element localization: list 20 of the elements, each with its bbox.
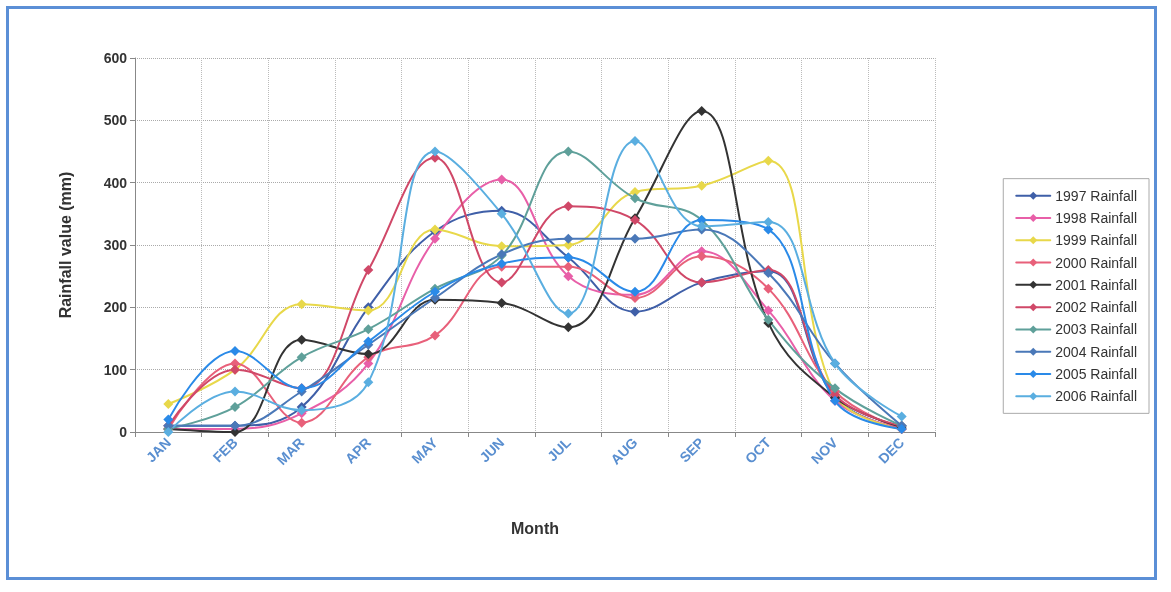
legend-label: 2002 Rainfall <box>1055 299 1138 316</box>
legend-label: 1998 Rainfall <box>1055 209 1138 226</box>
y-tick-label: 400 <box>103 174 128 191</box>
y-tick-label: 300 <box>103 237 128 253</box>
x-axis-title: Month <box>511 519 559 537</box>
legend-label: 2006 Rainfall <box>1055 388 1138 405</box>
y-tick-label: 500 <box>103 112 128 129</box>
y-tick-label: 100 <box>103 361 128 378</box>
legend-label: 1999 Rainfall <box>1055 232 1138 249</box>
y-tick-label: 0 <box>119 424 128 440</box>
x-tick-label: JUL <box>543 434 575 465</box>
legend-label: 2004 Rainfall <box>1055 343 1138 360</box>
y-tick-label: 600 <box>103 50 128 66</box>
legend-label: 2000 Rainfall <box>1055 254 1138 271</box>
legend-label: 2005 Rainfall <box>1055 366 1138 383</box>
legend-label: 2001 Rainfall <box>1055 276 1138 293</box>
y-axis-title: Rainfall value (mm) <box>56 171 74 319</box>
legend-label: 1997 Rainfall <box>1055 187 1138 204</box>
legend-label: 2003 Rainfall <box>1055 321 1138 338</box>
y-tick-label: 200 <box>103 299 128 316</box>
